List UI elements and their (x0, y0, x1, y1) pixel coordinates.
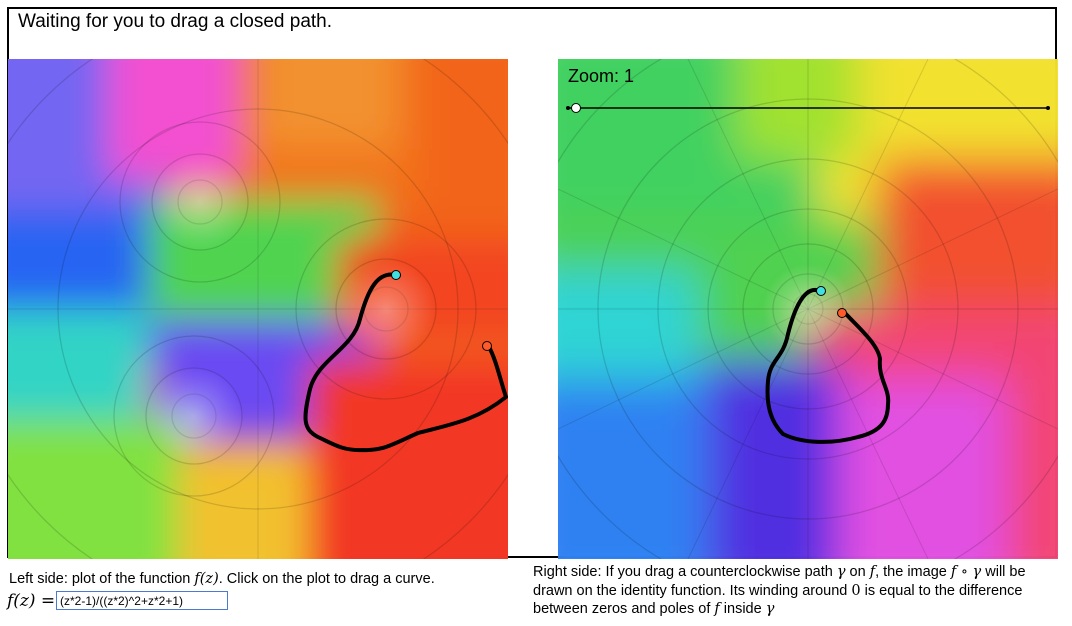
zoom-slider[interactable] (566, 100, 1052, 116)
zoom-slider-handle (571, 103, 581, 113)
status-text: Waiting for you to drag a closed path. (18, 11, 333, 32)
zoom-label: Zoom: 1 (568, 66, 635, 86)
right-caption: Right side: If you drag a counterclockwi… (533, 564, 1026, 617)
image-start-marker (816, 286, 826, 296)
formula-input[interactable] (56, 591, 228, 610)
path-start-marker (391, 270, 401, 280)
drawn-path (303, 272, 508, 453)
function-plot[interactable] (8, 59, 508, 559)
identity-plot (558, 59, 1058, 559)
path-end-marker (482, 341, 492, 351)
formula-label: f(z) = (7, 591, 56, 611)
image-path (765, 288, 891, 444)
left-caption: Left side: plot of the function f(z). Cl… (9, 571, 435, 587)
image-end-marker (837, 308, 847, 318)
